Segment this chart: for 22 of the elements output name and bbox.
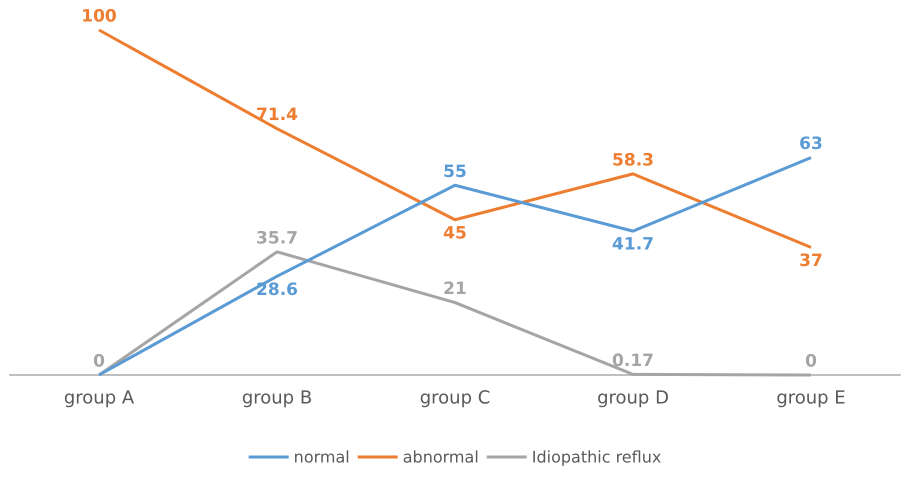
legend-label: Idiopathic reflux bbox=[532, 448, 662, 466]
legend-label: abnormal bbox=[402, 448, 479, 466]
data-label: 35.7 bbox=[256, 228, 298, 248]
x-tick-label: group B bbox=[242, 388, 312, 408]
data-label: 0 bbox=[93, 352, 106, 372]
x-tick-label: group E bbox=[776, 388, 846, 408]
data-label: 71.4 bbox=[256, 105, 298, 126]
data-label: 0 bbox=[805, 352, 818, 372]
x-tick-label: group D bbox=[597, 388, 669, 408]
data-label: 37 bbox=[799, 250, 823, 271]
data-label: 58.3 bbox=[612, 150, 654, 170]
data-label: 45 bbox=[443, 223, 467, 244]
legend-label: normal bbox=[294, 448, 350, 466]
data-label: 100 bbox=[81, 6, 117, 26]
data-label: 28.6 bbox=[256, 280, 298, 300]
data-label: 55 bbox=[443, 162, 467, 182]
data-label: 41.7 bbox=[612, 234, 654, 255]
x-tick-label: group A bbox=[64, 388, 135, 408]
data-label: 21 bbox=[443, 279, 467, 300]
x-tick-label: group C bbox=[420, 388, 490, 408]
data-label: 0.17 bbox=[612, 350, 654, 371]
data-label: 63 bbox=[799, 134, 823, 154]
